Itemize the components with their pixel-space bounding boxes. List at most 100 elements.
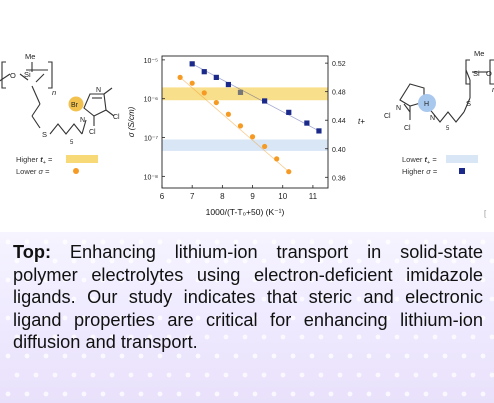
pattern-dot — [138, 353, 144, 359]
pattern-dot — [43, 277, 49, 283]
chart: 6 7 8 9 10 11 10⁻⁵ 10⁻⁶ 10⁻⁷ 10⁻⁸ 0.52 0.48 0.44 0.40… — [127, 55, 365, 217]
y-right-tick-label-4: 0.36 — [332, 175, 346, 182]
pattern-dot — [5, 315, 11, 321]
x-tick-label-1: 7 — [190, 192, 195, 201]
pattern-dot — [299, 372, 305, 378]
pattern-dot — [328, 315, 334, 321]
pattern-dot — [347, 391, 353, 397]
pattern-dot — [480, 315, 486, 321]
x-tick-label-0: 6 — [160, 192, 165, 201]
pattern-dot — [299, 258, 305, 264]
pattern-dot — [423, 315, 429, 321]
pattern-dot — [461, 353, 467, 359]
pattern-dot — [195, 315, 201, 321]
pattern-dot — [100, 315, 106, 321]
pattern-dot — [385, 315, 391, 321]
pattern-dot — [223, 296, 229, 302]
pattern-dot — [71, 334, 77, 340]
figure: Me Si O n S 5 Br N N Cl Cl Higher t+ = L… — [0, 49, 494, 218]
pattern-dot — [52, 334, 58, 340]
pattern-dot — [375, 334, 381, 340]
pattern-dot — [394, 258, 400, 264]
left-n-label: n — [52, 88, 56, 97]
x-tick-label-3: 9 — [250, 192, 255, 201]
t-plus-point-8 — [316, 128, 322, 134]
sigma-point-1 — [189, 80, 195, 86]
pattern-dot — [271, 315, 277, 321]
pattern-dot — [375, 372, 381, 378]
pattern-dot — [176, 353, 182, 359]
t-plus-point-7 — [304, 120, 310, 126]
pattern-dot — [157, 315, 163, 321]
sigma-point-3 — [213, 99, 219, 106]
pattern-dot — [299, 296, 305, 302]
pattern-dot — [470, 334, 476, 340]
y-left-tick-label-3: 10⁻⁸ — [144, 174, 158, 181]
pattern-dot — [480, 353, 486, 359]
pattern-dot — [109, 334, 115, 340]
sigma-point-2 — [201, 90, 207, 96]
pattern-dot — [5, 277, 11, 283]
pattern-dot — [128, 296, 134, 302]
caption-panel: Top: Enhancing lithium-ion transport in … — [0, 232, 494, 403]
right-h-label: H — [424, 101, 429, 108]
pattern-dot — [147, 258, 153, 264]
pattern-dot — [90, 258, 96, 264]
pattern-dot — [242, 258, 248, 264]
t-plus-point-2 — [213, 74, 219, 81]
pattern-dot — [195, 391, 201, 397]
pattern-dot — [252, 277, 258, 283]
pattern-dot — [100, 391, 106, 397]
right-legend: Lower t+ = Higher σ = — [402, 155, 478, 176]
left-s-label: S — [42, 130, 47, 139]
pattern-dot — [33, 258, 39, 264]
pattern-dot — [176, 239, 182, 245]
left-molecule — [0, 61, 115, 135]
right-5-label: 5 — [446, 126, 450, 132]
pattern-dot — [489, 296, 494, 302]
pattern-dot — [185, 334, 191, 340]
pattern-dot — [404, 277, 410, 283]
pattern-dot — [157, 391, 163, 397]
svg-text:Lower σ =: Lower σ = — [16, 167, 50, 176]
pattern-dot — [214, 353, 220, 359]
pattern-dot — [176, 391, 182, 397]
hydrogen-highlight — [418, 94, 436, 112]
pattern-dot — [81, 315, 87, 321]
pattern-dot — [195, 239, 201, 245]
pattern-dot — [451, 372, 457, 378]
pattern-dot — [309, 353, 315, 359]
pattern-dot — [347, 277, 353, 283]
pattern-dot — [318, 258, 324, 264]
pattern-dot — [52, 296, 58, 302]
pattern-dot — [261, 258, 267, 264]
pattern-dot — [337, 334, 343, 340]
pattern-dot — [489, 372, 494, 378]
pattern-dot — [404, 239, 410, 245]
pattern-dot — [413, 258, 419, 264]
t-plus-point-6 — [286, 109, 292, 115]
right-molecule — [399, 59, 494, 123]
pattern-dot — [62, 239, 68, 245]
pattern-dot — [223, 334, 229, 340]
pattern-dot — [328, 353, 334, 359]
y-left-tick-label-1: 10⁻⁶ — [144, 97, 158, 104]
pattern-dot — [366, 315, 372, 321]
pattern-dot — [81, 277, 87, 283]
right-si-label: Si — [473, 69, 480, 78]
pattern-dot — [432, 372, 438, 378]
pattern-dot — [176, 315, 182, 321]
right-me-label: Me — [474, 49, 484, 58]
pattern-dot — [328, 277, 334, 283]
pattern-dot — [138, 277, 144, 283]
pattern-dot — [328, 239, 334, 245]
pattern-dot — [470, 258, 476, 264]
pattern-dot — [470, 296, 476, 302]
pattern-dot — [157, 239, 163, 245]
pattern-dot — [404, 353, 410, 359]
pattern-dot — [223, 258, 229, 264]
pattern-dot — [223, 372, 229, 378]
left-me-label: Me — [25, 52, 35, 61]
pattern-dot — [233, 391, 239, 397]
pattern-dot — [233, 315, 239, 321]
